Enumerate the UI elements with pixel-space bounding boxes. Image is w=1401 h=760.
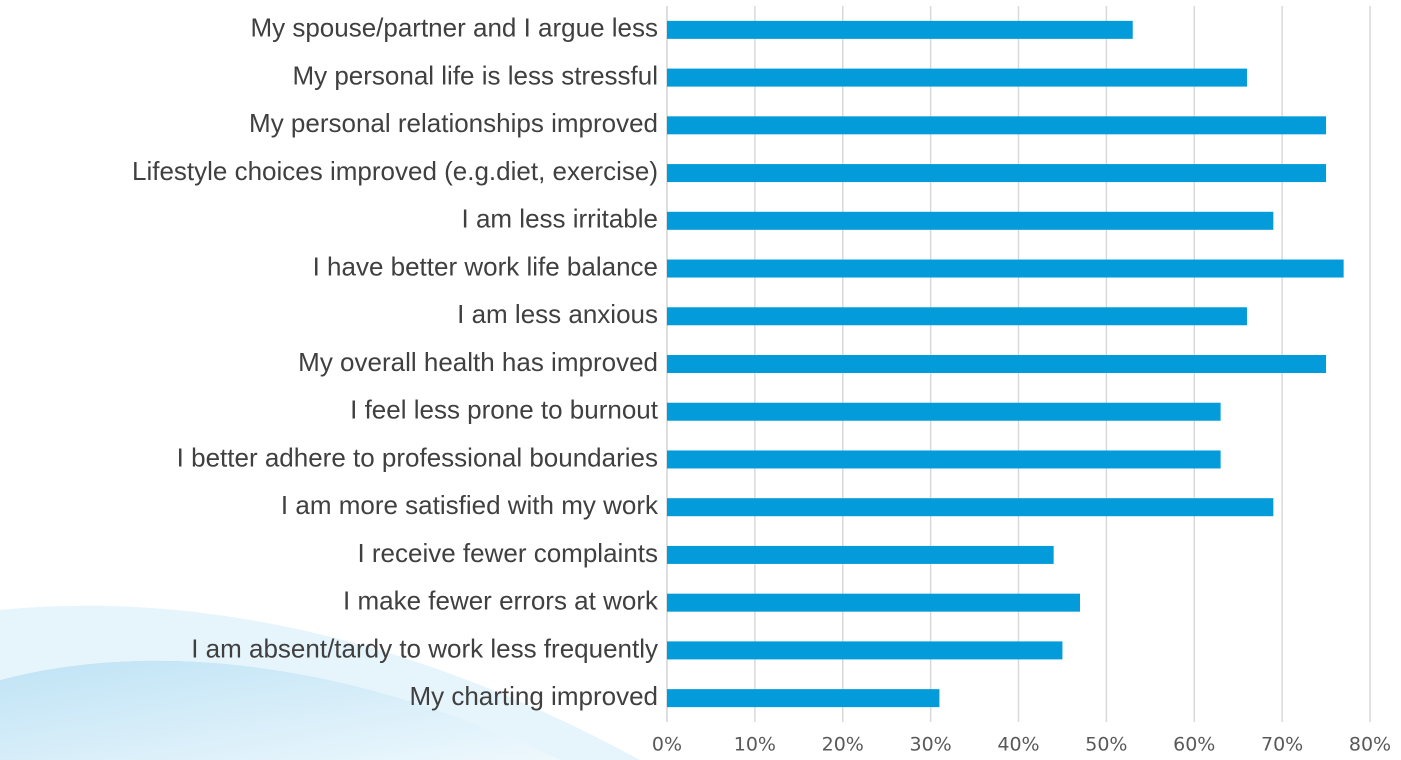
y-tick-label: My personal relationships improved xyxy=(249,108,658,138)
bar xyxy=(667,593,1081,612)
bar xyxy=(667,211,1274,230)
bar xyxy=(667,450,1221,469)
x-tick-label: 30% xyxy=(910,734,952,756)
bar xyxy=(667,498,1274,517)
bar xyxy=(667,545,1054,564)
bar xyxy=(667,259,1344,278)
bar xyxy=(667,164,1327,183)
background-swoosh xyxy=(0,660,560,760)
x-tick-label: 0% xyxy=(652,734,682,756)
y-tick-label: My spouse/partner and I argue less xyxy=(250,13,658,43)
x-tick-label: 20% xyxy=(822,734,864,756)
x-tick-label: 70% xyxy=(1261,734,1303,756)
y-tick-label: My overall health has improved xyxy=(298,347,658,377)
bar xyxy=(667,641,1063,660)
y-tick-label: I am less irritable xyxy=(462,204,659,234)
background-swoosh xyxy=(0,605,640,760)
x-tick-label: 40% xyxy=(997,734,1039,756)
y-tick-label: I am more satisfied with my work xyxy=(281,490,659,520)
x-tick-label: 80% xyxy=(1349,734,1391,756)
bar xyxy=(667,116,1327,135)
y-tick-label: I feel less prone to burnout xyxy=(350,395,659,425)
y-tick-label: I receive fewer complaints xyxy=(357,538,658,568)
y-tick-label: I better adhere to professional boundari… xyxy=(177,442,658,472)
y-tick-label: Lifestyle choices improved (e.g.diet, ex… xyxy=(132,156,658,186)
x-tick-label: 60% xyxy=(1173,734,1215,756)
bar xyxy=(667,402,1221,421)
y-tick-label: I am less anxious xyxy=(457,299,658,329)
x-tick-label: 50% xyxy=(1085,734,1127,756)
bar xyxy=(667,689,940,708)
bar xyxy=(667,355,1327,373)
y-tick-label: My charting improved xyxy=(409,681,658,711)
bar xyxy=(667,20,1133,39)
y-tick-label: My personal life is less stressful xyxy=(292,60,658,90)
y-tick-label: I have better work life balance xyxy=(313,251,658,281)
x-tick-label: 10% xyxy=(734,734,776,756)
bar xyxy=(667,68,1247,87)
y-tick-label: I make fewer errors at work xyxy=(343,586,659,616)
bar xyxy=(667,307,1247,326)
y-tick-label: I am absent/tardy to work less frequentl… xyxy=(191,633,658,663)
